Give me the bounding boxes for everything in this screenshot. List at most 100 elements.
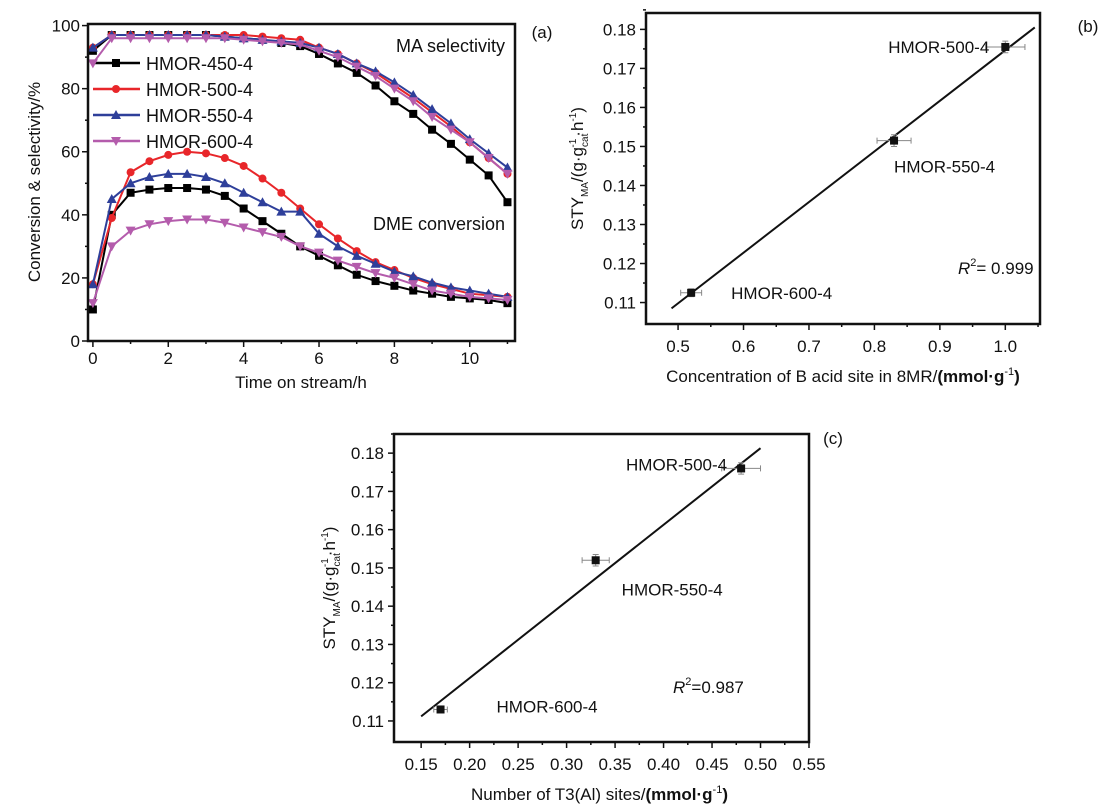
data-point-conversion [144,171,155,181]
data-point-conversion [220,154,229,163]
label-part: Number of T3(Al) sites/ [471,785,646,804]
data-point-label: HMOR-600-4 [497,697,598,716]
data-point-conversion [257,228,268,238]
data-point-conversion [427,277,438,287]
data-point-conversion [276,232,287,242]
y-tick-label: 0.16 [603,98,636,117]
label-part: ·h [568,122,587,137]
y-tick-label: 20 [61,269,80,288]
y-tick-label: 0.18 [603,20,636,39]
plot-frame [644,11,1042,326]
x-tick-label: 0.35 [599,755,632,774]
legend-label: HMOR-600-4 [146,132,253,152]
data-point [1001,42,1010,51]
data-point-conversion [464,292,475,302]
data-point-conversion [427,286,438,296]
data-point-selectivity [333,59,342,68]
data-point-selectivity [257,37,268,47]
data-point-conversion [219,178,230,188]
y-tick-label: 0.17 [351,482,384,501]
label-part: ·h [320,541,339,556]
label-part: R [673,678,685,697]
label-part: -1 [320,532,331,541]
data-point-selectivity [503,198,512,207]
label-part: -1 [568,112,579,121]
data-point-conversion [163,217,174,227]
data-point-conversion [258,174,267,183]
data-point-selectivity [446,139,455,148]
data-point-conversion [370,269,381,279]
legend-marker [111,110,121,119]
data-point-conversion [409,286,418,295]
data-point-conversion [315,220,324,229]
data-point-selectivity [390,97,399,106]
data-point-conversion [464,285,475,295]
data-point-conversion [125,226,136,236]
data-point-conversion [295,206,306,216]
data-point-conversion [445,289,456,299]
data-point-conversion [333,234,342,243]
panel-label: (b) [1078,17,1099,36]
x-tick-label: 10 [460,349,479,368]
data-point-selectivity [351,62,362,72]
data-point-selectivity [163,34,174,44]
x-axis-label: Concentration of B acid site in 8MR/(mmo… [666,366,1020,386]
x-tick-label: 0 [88,349,97,368]
x-axis-label: Time on stream/h [235,373,367,392]
x-tick-label: 0.5 [666,337,690,356]
data-point-conversion [144,220,155,230]
plot-frame [86,22,517,343]
label-part: /(g·g [568,147,587,182]
data-point-selectivity [427,104,438,114]
data-point-conversion [182,215,193,225]
x-tick-label: 0.30 [550,755,583,774]
fit-line [420,447,762,718]
data-point-conversion [389,266,400,276]
label-part: STY [320,616,339,649]
legend-marker [112,59,120,67]
y-axis-label: STYMA/(g·gcat-1·h-1) [568,107,591,230]
x-tick-label: 0.7 [797,337,821,356]
label-part: = 0.999 [976,259,1033,278]
series-line-conversion [91,172,508,298]
data-point [737,464,746,473]
data-point-conversion [200,215,211,225]
data-point-selectivity [370,72,381,82]
data-point-conversion [483,294,494,304]
x-tick-label: 6 [314,349,323,368]
data-point-selectivity [408,89,419,99]
data-point-selectivity [144,34,155,44]
x-tick-label: 0.55 [792,755,825,774]
x-tick-label: 0.8 [863,337,887,356]
x-tick-label: 0.40 [647,755,680,774]
legend-label: HMOR-500-4 [146,80,253,100]
data-point-conversion [390,281,399,290]
label-part: Concentration of B acid site in 8MR/ [666,367,937,386]
label-part: ) [1014,367,1020,386]
data-point-conversion [351,250,362,260]
x-tick-label: 0.9 [928,337,952,356]
y-tick-label: 0.15 [603,137,636,156]
panel-label: (a) [532,23,553,42]
data-point-selectivity [182,34,193,44]
panel-c: 0.15 0.20 0.25 0.30 0.35 0.40 0.45 0.50 0.55 0.11… [320,429,843,804]
data-point-selectivity [87,42,98,52]
label-part: ) [568,107,587,113]
label-part: -1 [1004,366,1014,378]
data-point-selectivity [295,40,306,50]
y-tick-label: 100 [52,17,80,36]
data-point-selectivity [445,125,456,135]
y-tick-label: 0.16 [351,521,384,540]
legend-marker [111,137,121,146]
y-tick-label: 80 [61,80,80,99]
data-point-selectivity [445,118,456,128]
data-point-selectivity [276,38,287,48]
x-tick-label: 2 [164,349,173,368]
data-point-conversion [201,149,210,158]
label-part: /(g·g [320,566,339,601]
data-point-conversion [163,168,174,178]
data-point-conversion [200,171,211,181]
data-point-selectivity [502,169,513,179]
y-tick-label: 0.13 [351,635,384,654]
data-point-selectivity [332,53,343,63]
